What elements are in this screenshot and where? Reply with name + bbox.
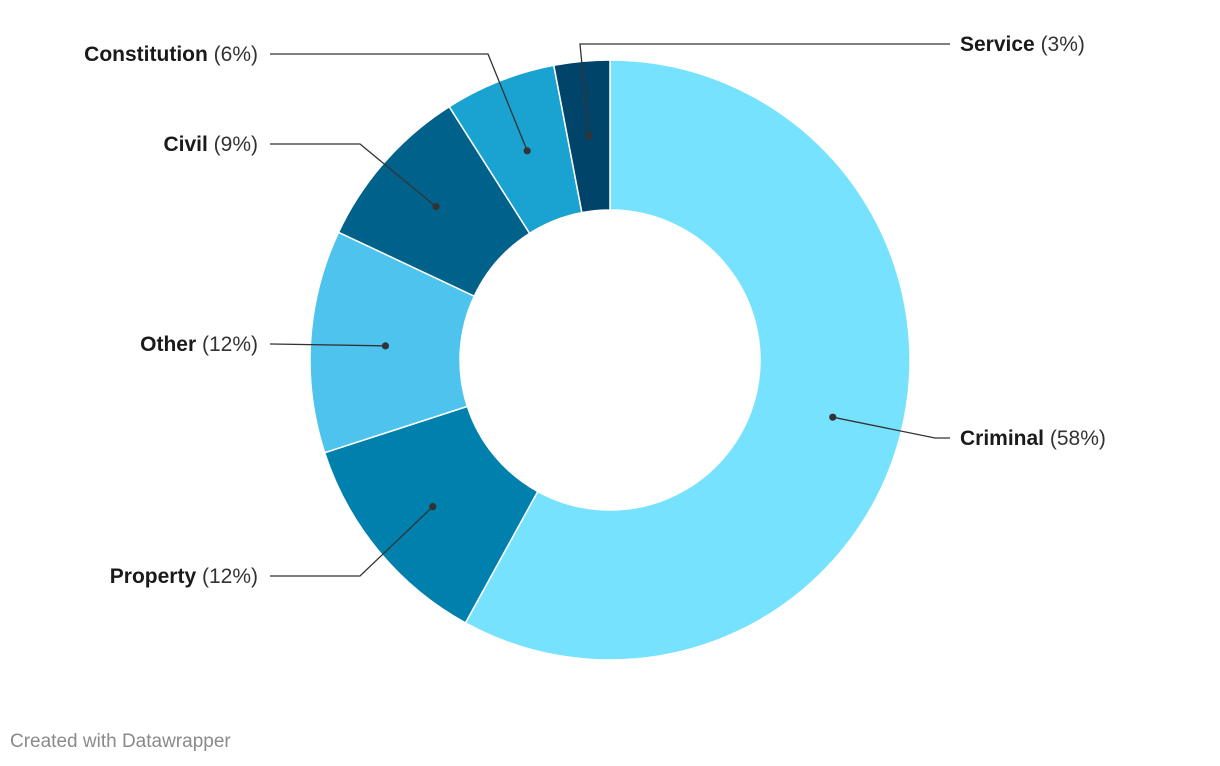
leader-line-constitution: [270, 53, 528, 152]
slice-label-name: Other: [140, 333, 196, 356]
slice-label-criminal: Criminal (58%): [960, 427, 1106, 450]
leader-line-service: [579, 43, 950, 137]
slice-label-percent: (12%): [196, 333, 258, 356]
slice-label-percent: (3%): [1035, 33, 1085, 56]
leader-dot-other: [381, 342, 390, 350]
leader-line-criminal: [832, 416, 950, 439]
slice-label-percent: (12%): [196, 565, 258, 588]
leader-line-other: [270, 343, 386, 347]
leader-dot-constitution: [523, 147, 531, 155]
slice-label-property: Property (12%): [110, 565, 258, 588]
slice-label-civil: Civil (9%): [163, 133, 258, 156]
slice-label-percent: (58%): [1044, 427, 1106, 450]
leader-dot-property: [429, 503, 437, 511]
donut-slices: [309, 59, 911, 661]
footer-credit: Created with Datawrapper: [10, 731, 231, 752]
slice-label-percent: (6%): [208, 43, 258, 66]
slice-criminal: [464, 59, 911, 661]
slice-service: [552, 59, 611, 214]
slice-label-name: Criminal: [960, 427, 1044, 450]
slice-label-name: Civil: [163, 133, 207, 156]
leader-dot-civil: [432, 202, 440, 211]
slice-label-name: Constitution: [84, 43, 208, 66]
slice-label-name: Service: [960, 33, 1035, 56]
slice-labels: Criminal (58%)Property (12%)Other (12%)C…: [84, 33, 1106, 588]
leader-dot-criminal: [829, 413, 837, 421]
slice-label-constitution: Constitution (6%): [84, 43, 258, 66]
slice-label-percent: (9%): [208, 133, 258, 156]
leader-line-civil: [270, 143, 437, 208]
leader-line-property: [270, 506, 434, 577]
leader-dot-service: [585, 132, 593, 140]
slice-label-service: Service (3%): [960, 33, 1085, 56]
slice-label-name: Property: [110, 565, 197, 588]
slice-label-other: Other (12%): [140, 333, 258, 356]
